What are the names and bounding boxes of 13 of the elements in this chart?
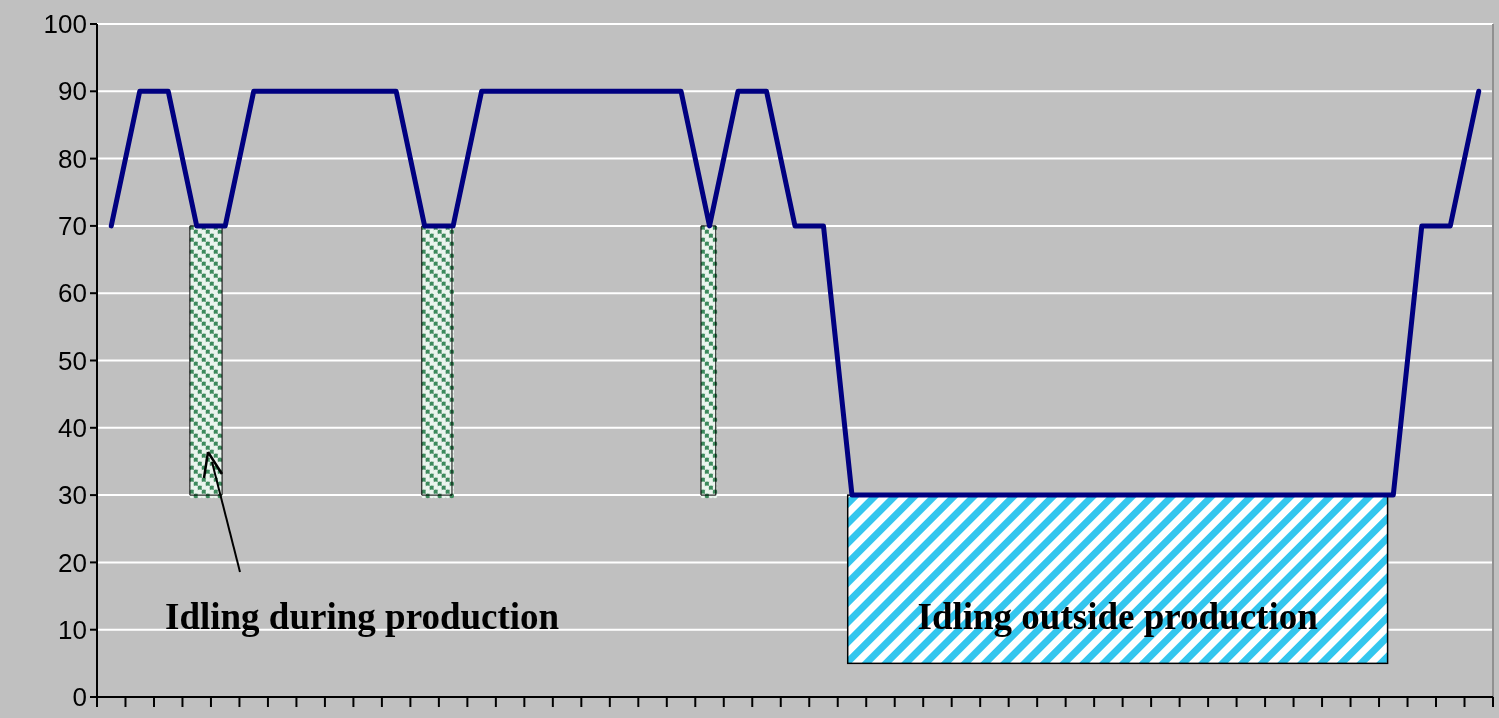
y-tick-label: 10	[58, 614, 87, 645]
y-tick-label: 30	[58, 480, 87, 511]
y-tick-label: 50	[58, 345, 87, 376]
y-tick-label: 60	[58, 278, 87, 309]
y-tick-label: 80	[58, 143, 87, 174]
y-tick-label: 90	[58, 76, 87, 107]
annotation: Idling outside production	[917, 596, 1319, 638]
annotation: Idling during production	[165, 596, 560, 638]
y-tick-label: 40	[58, 412, 87, 443]
y-tick-label: 20	[58, 547, 87, 578]
y-tick-label: 0	[72, 682, 87, 713]
y-tick-label: 100	[43, 9, 87, 40]
y-tick-label: 70	[58, 211, 87, 241]
